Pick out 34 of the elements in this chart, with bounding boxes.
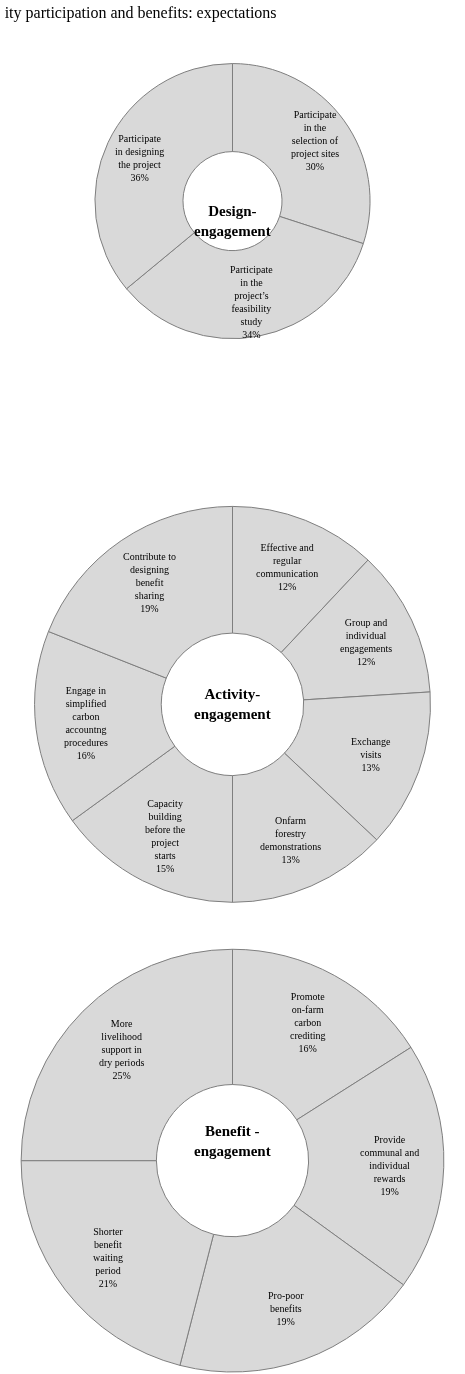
- data-label: 19%: [380, 1186, 399, 1197]
- slice-label: Participate in the project’s feasibility study: [230, 264, 274, 327]
- chart-title: ity participation and benefits: expectations: [4, 4, 277, 23]
- data-label: 25%: [112, 1070, 131, 1081]
- slice-label: Provide communal and individual rewards: [360, 1134, 420, 1184]
- data-label: 12%: [277, 581, 297, 592]
- data-label: 30%: [305, 161, 325, 172]
- slice-label: Exchange visits: [351, 736, 391, 760]
- slice-label: Promote on-farm carbon crediting: [290, 991, 326, 1041]
- slice-label: Pro-poor benefits: [268, 1290, 305, 1314]
- slice-label: Effective and regular communication: [256, 542, 319, 579]
- data-label: 34%: [242, 329, 261, 340]
- data-label: 19%: [276, 1316, 295, 1327]
- data-label: 16%: [76, 750, 96, 761]
- text: Design- engagement: [194, 203, 271, 239]
- slice-label: Group and individual engagements: [340, 617, 393, 654]
- slice-label: Capacity building before the project starts: [145, 798, 186, 861]
- data-label: 16%: [298, 1043, 317, 1054]
- data-label: 13%: [361, 762, 380, 773]
- data-label: 12%: [356, 656, 376, 667]
- slice-label: Participate in the selection of project sites: [291, 109, 340, 159]
- slice-label: More livelihood support in dry periods: [99, 1018, 145, 1068]
- data-label: 21%: [98, 1278, 118, 1289]
- slice-label: Engage in simplified carbon accountng procedures: [64, 685, 108, 748]
- data-label: 15%: [155, 863, 175, 874]
- slice-label: Contribute to designing benefit sharing: [123, 551, 177, 601]
- slice-label: Shorter benefit waiting period: [93, 1226, 124, 1276]
- text: Benefit - engagement: [194, 1123, 271, 1159]
- slice-label: Participate in designing the project: [115, 133, 165, 170]
- slice-label: Onfarm forestry demonstrations: [260, 815, 322, 852]
- data-label: 19%: [140, 603, 159, 614]
- text: Activity- engagement: [194, 686, 271, 722]
- data-label: 13%: [281, 854, 300, 865]
- data-label: 36%: [130, 172, 149, 183]
